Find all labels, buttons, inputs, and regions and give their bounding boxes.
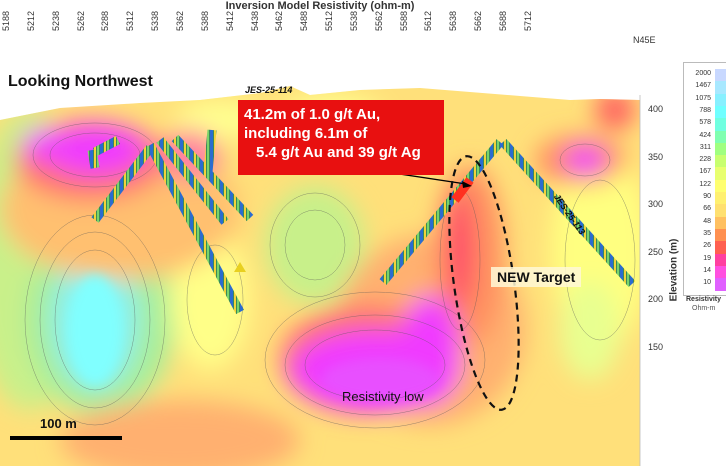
legend-swatch [715, 130, 726, 144]
easting-tick: 5338 [150, 10, 161, 32]
legend-swatch [715, 216, 726, 230]
elevation-tick: 350 [648, 151, 664, 162]
easting-tick: 5488 [299, 10, 310, 32]
callout-line: 5.4 g/t Au and 39 g/t Ag [256, 144, 421, 161]
legend-swatch [715, 167, 726, 181]
assay-callout: 41.2m of 1.0 g/t Au, including 6.1m of 5… [238, 100, 444, 175]
easting-tick: 5538 [348, 10, 359, 32]
orientation-label: N45E [633, 35, 656, 45]
legend-swatch [715, 228, 726, 242]
legend-value: 424 [699, 131, 711, 139]
legend-swatch [715, 81, 726, 95]
legend-title: Resistivity [686, 296, 722, 303]
legend-swatch [715, 142, 726, 156]
easting-tick: 5662 [473, 10, 484, 32]
legend-value: 48 [703, 217, 711, 225]
easting-tick: 5312 [125, 10, 136, 32]
easting-tick: 5212 [25, 10, 36, 32]
easting-tick: 5562 [373, 10, 384, 32]
legend-swatch [715, 179, 726, 193]
resistivity-low-label: Resistivity low [342, 389, 424, 404]
legend-swatch [715, 93, 726, 107]
legend-swatch [715, 118, 726, 131]
new-target-label: NEW Target [491, 267, 582, 287]
easting-tick: 5188 [1, 10, 11, 32]
legend-value: 35 [703, 229, 711, 237]
legend-value: 228 [699, 156, 711, 164]
easting-tick: 5588 [398, 10, 409, 32]
resistivity-legend: 2000 1467 1075 788 578 424 311 228 167 122 90 66 48 3… [683, 62, 726, 296]
scale-bar-label: 100 m [40, 416, 77, 431]
easting-tick: 5438 [249, 10, 260, 32]
legend-swatch [715, 155, 726, 168]
legend-swatch [715, 278, 726, 291]
legend-swatch [715, 69, 726, 82]
legend-value: 1075 [695, 94, 711, 102]
easting-tick: 5412 [224, 10, 235, 32]
chart-title: Inversion Model Resistivity (ohm-m) [225, 0, 415, 12]
legend-value: 311 [699, 143, 711, 151]
legend-value: 2000 [695, 70, 711, 77]
elevation-tick: 150 [648, 341, 664, 352]
elevation-tick: 250 [648, 246, 664, 257]
legend-swatch [715, 241, 726, 254]
legend-value: 26 [703, 242, 711, 250]
elevation-axis-label: Elevation (m) [668, 238, 680, 302]
legend-swatch [715, 265, 726, 279]
easting-tick: 5512 [324, 10, 335, 32]
elevation-tick: 200 [648, 294, 664, 304]
legend-value: 19 [703, 254, 711, 262]
legend-value: 1467 [695, 82, 711, 90]
legend-unit: Ohm-m [692, 305, 716, 312]
easting-tick: 5638 [448, 10, 459, 32]
drillhole-label-114: JES-25-114 [245, 85, 293, 95]
callout-line: 41.2m of 1.0 g/t Au, [244, 106, 381, 123]
scale-bar [10, 436, 122, 440]
easting-tick: 5388 [199, 10, 210, 32]
legend-value: 14 [703, 266, 711, 274]
legend-swatch [715, 253, 726, 267]
elevation-tick: 300 [648, 199, 664, 209]
easting-tick: 5462 [274, 10, 285, 32]
legend-value: 788 [699, 106, 711, 114]
legend-value: 90 [703, 193, 711, 200]
easting-tick: 5612 [423, 10, 434, 32]
legend-value: 578 [699, 119, 711, 127]
easting-tick: 5688 [498, 10, 508, 32]
legend-swatch [715, 204, 726, 218]
legend-swatch [715, 105, 726, 119]
easting-tick: 5238 [50, 10, 61, 32]
easting-tick: 5712 [522, 10, 533, 32]
view-direction-label: Looking Northwest [8, 73, 153, 90]
easting-tick: 5262 [75, 10, 86, 32]
legend-value: 66 [703, 205, 711, 213]
elevation-tick: 400 [648, 104, 664, 114]
legend-value: 10 [703, 279, 711, 287]
easting-tick: 5362 [174, 10, 185, 32]
legend-value: 167 [699, 168, 711, 176]
legend-value: 122 [699, 180, 711, 188]
legend-swatch [715, 192, 726, 205]
callout-line: including 6.1m of [244, 125, 368, 142]
easting-tick: 5288 [100, 10, 111, 32]
